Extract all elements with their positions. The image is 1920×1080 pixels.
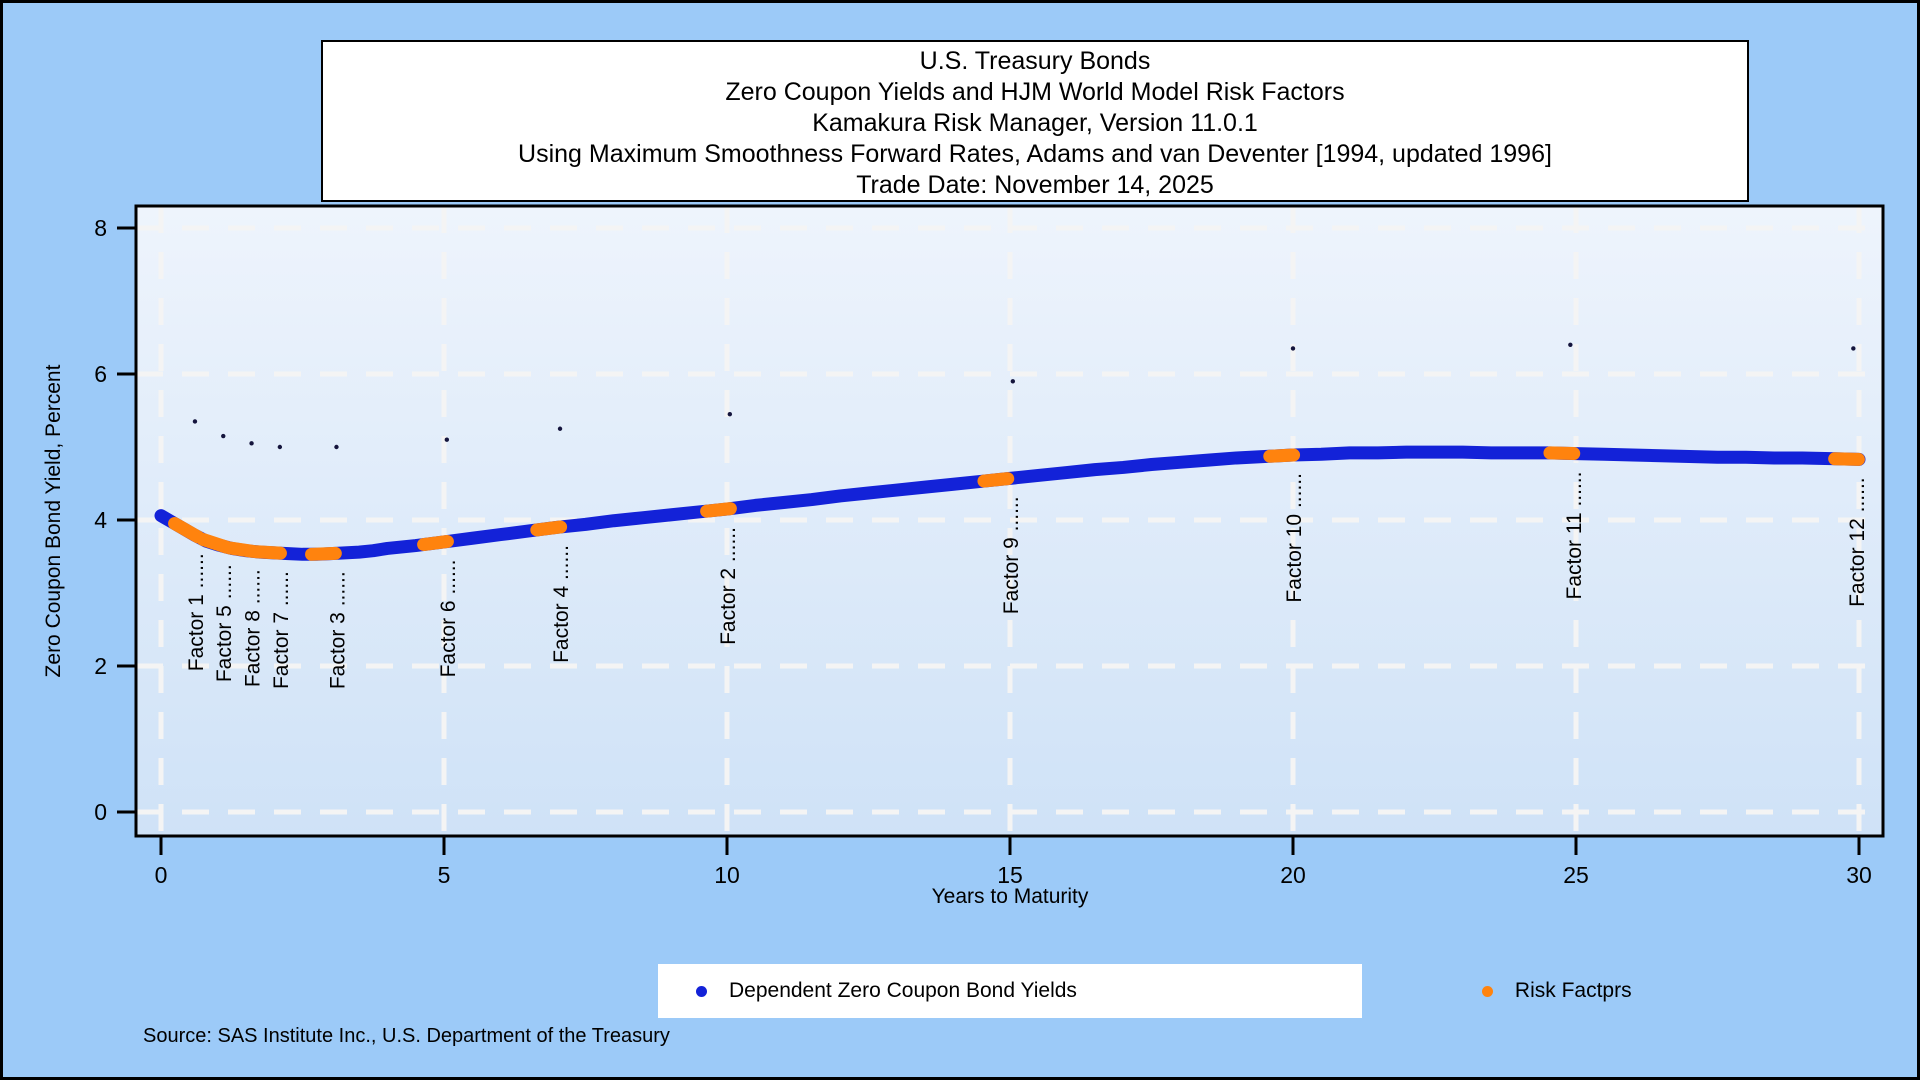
blue-dot-icon: [696, 985, 707, 997]
x-axis-label: Years to Maturity: [932, 885, 1089, 908]
x-tick-label-10: 10: [714, 862, 740, 888]
factor-marker-dot-factor-9: [1010, 379, 1016, 384]
factor-label-factor-4: Factor 4 ......: [550, 545, 573, 663]
source-note: Source: SAS Institute Inc., U.S. Departm…: [143, 1025, 670, 1047]
y-tick-label-8: 8: [94, 215, 107, 241]
title-line-5: Trade Date: November 14, 2025: [856, 171, 1214, 199]
risk-factor-segment-factor-9: [977, 472, 1015, 488]
x-tick-label-30: 30: [1846, 862, 1872, 888]
factor-label-factor-9: Factor 9 ......: [1000, 496, 1023, 614]
x-tick-label-20: 20: [1280, 862, 1306, 888]
factor-label-factor-5: Factor 5 ......: [213, 564, 236, 682]
factor-label-factor-2: Factor 2 ......: [717, 527, 740, 645]
factor-label-factor-10: Factor 10 ......: [1283, 473, 1306, 603]
risk-factor-segment-factor-1: [168, 517, 205, 544]
chart-title-box: U.S. Treasury Bonds Zero Coupon Yields a…: [321, 40, 1749, 202]
title-line-2: Zero Coupon Yields and HJM World Model R…: [725, 78, 1345, 106]
legend-label-yields: Dependent Zero Coupon Bond Yields: [729, 979, 1077, 1002]
factor-label-factor-12: Factor 12 ......: [1846, 477, 1869, 607]
title-line-4: Using Maximum Smoothness Forward Rates, …: [518, 140, 1552, 168]
factor-marker-dot-factor-3: [334, 444, 339, 450]
x-tick-label-5: 5: [438, 862, 451, 888]
factor-marker-dot-factor-2: [727, 411, 733, 417]
factor-marker-dot-factor-5: [221, 433, 226, 439]
factor-marker-dot-factor-7: [277, 444, 283, 450]
legend-label-risk-factors: Risk Factprs: [1514, 979, 1632, 1002]
factor-marker-dot-factor-10: [1290, 346, 1296, 351]
factor-label-factor-1: Factor 1 ......: [185, 553, 208, 671]
factor-marker-dot-factor-1: [192, 419, 198, 424]
factor-label-factor-6: Factor 6 ......: [437, 560, 460, 678]
risk-factor-segment-factor-7: [250, 545, 287, 560]
risk-factor-segment-factor-8: [222, 541, 260, 558]
y-tick-label-2: 2: [94, 653, 107, 679]
x-tick-label-15: 15: [997, 862, 1023, 888]
risk-factor-segment-factor-6: [417, 534, 454, 552]
factor-marker-dot-factor-11: [1568, 342, 1573, 347]
risk-factor-segment-factor-2: [700, 502, 737, 518]
factor-label-factor-7: Factor 7 ......: [270, 571, 293, 689]
risk-factor-segment-factor-5: [196, 532, 234, 554]
x-tick-label-25: 25: [1563, 862, 1589, 888]
factor-marker-dot-factor-12: [1851, 346, 1856, 351]
factor-label-factor-8: Factor 8 ......: [242, 569, 265, 687]
risk-factor-segment-factor-10: [1263, 448, 1301, 463]
legend-item-risk-factors: Risk Factprs: [1481, 979, 1632, 1003]
factor-label-factor-3: Factor 3 ......: [326, 571, 349, 689]
factor-marker-dot-factor-6: [444, 437, 450, 442]
factor-label-factor-11: Factor 11 ......: [1563, 471, 1586, 599]
plot-frame: [134, 204, 1885, 838]
y-axis-label: Zero Coupon Bond Yield, Percent: [42, 364, 65, 677]
y-tick-label-6: 6: [94, 361, 107, 387]
orange-dot-icon: [1481, 985, 1493, 997]
risk-factor-segment-factor-4: [530, 520, 568, 537]
factor-marker-dot-factor-8: [249, 441, 254, 446]
yield-curve-plot: 0 5 10 15 20 25 30 0 2 4 6 8 Years to Maturity Zero C…: [42, 204, 1885, 908]
risk-factor-segment-factor-11: [1543, 446, 1581, 461]
risk-factor-segment-factor-12: [1828, 452, 1865, 466]
legend: Dependent Zero Coupon Bond Yields Risk F…: [658, 964, 1632, 1018]
y-tick-label-4: 4: [94, 507, 107, 533]
legend-item-yields: Dependent Zero Coupon Bond Yields: [696, 979, 1077, 1003]
factor-marker-dot-factor-4: [557, 426, 563, 431]
risk-factor-segment-factor-3: [305, 546, 342, 561]
title-line-3: Kamakura Risk Manager, Version 11.0.1: [812, 109, 1258, 137]
y-tick-label-0: 0: [94, 799, 107, 825]
x-tick-label-0: 0: [155, 862, 168, 888]
title-line-1: U.S. Treasury Bonds: [919, 47, 1151, 75]
